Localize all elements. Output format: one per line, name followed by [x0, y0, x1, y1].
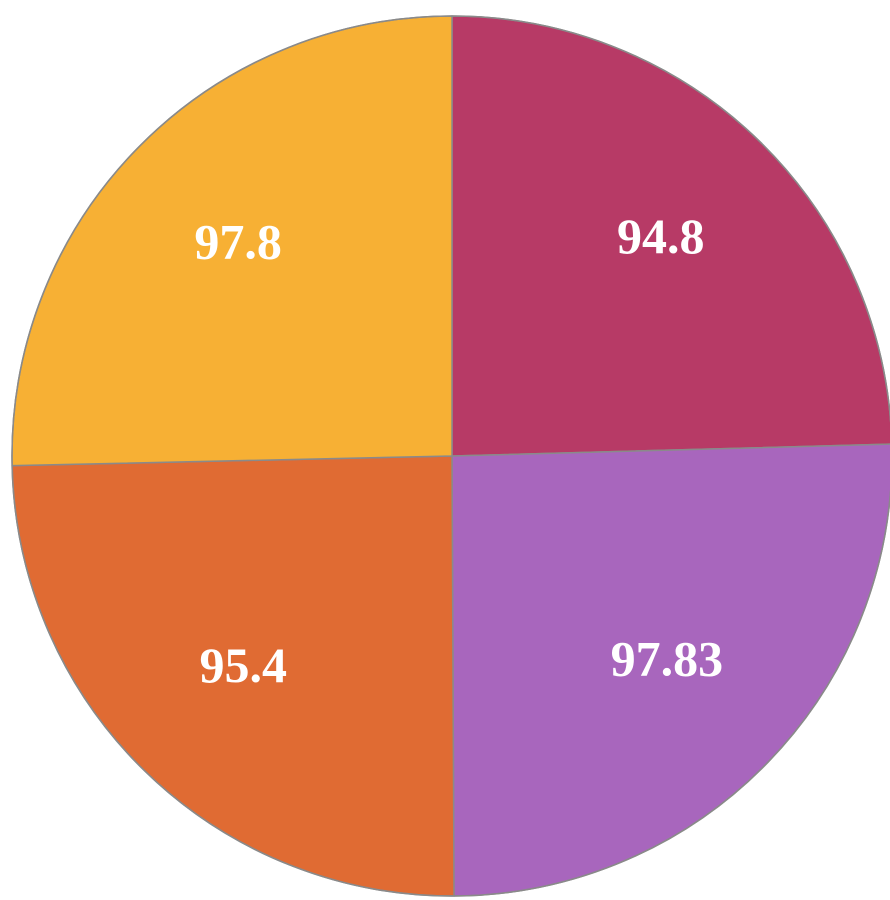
- slice-label-1: 97.83: [611, 631, 724, 687]
- slice-label-2: 95.4: [200, 637, 288, 693]
- slice-label-3: 97.8: [194, 213, 282, 269]
- labels-group: 94.8 97.83 95.4 97.8: [194, 208, 723, 693]
- pie-outline: [11, 15, 890, 897]
- slice-label-0: 94.8: [617, 208, 705, 264]
- slices-group: [11, 15, 890, 897]
